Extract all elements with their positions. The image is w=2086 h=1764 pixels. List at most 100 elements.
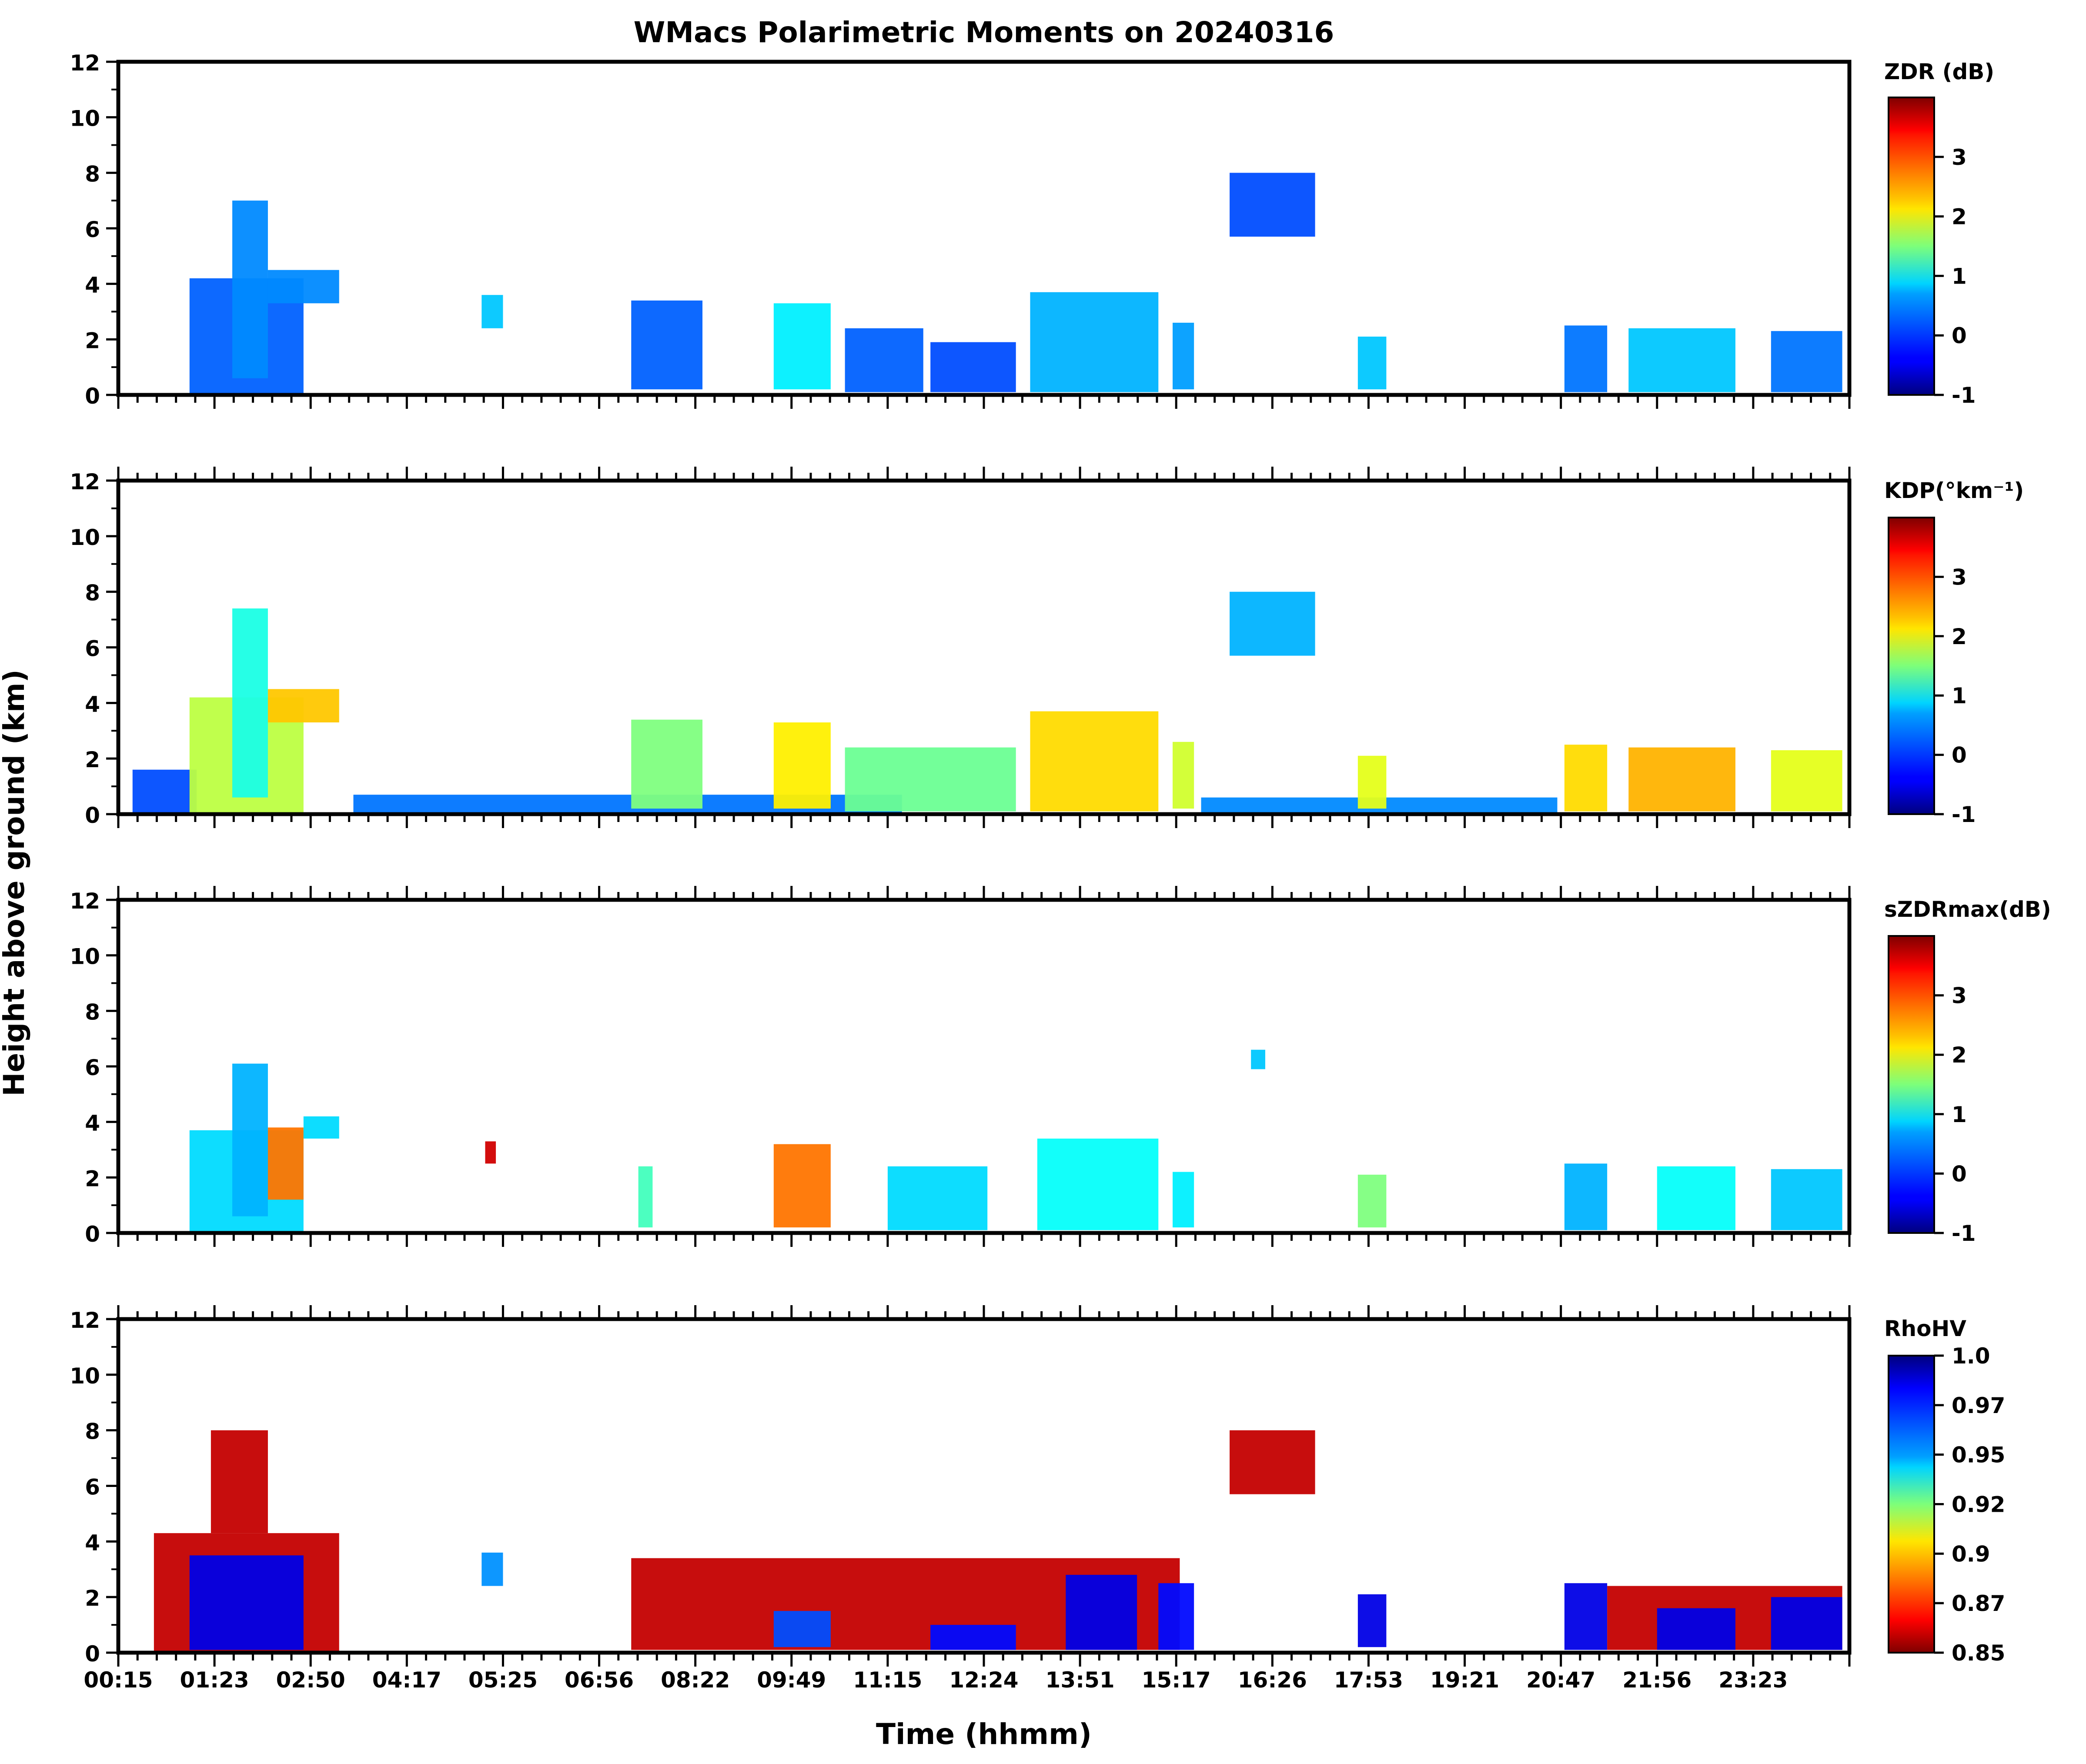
colorbar-tick-label: -1 [1952,802,1976,827]
echo-11 [1357,336,1387,390]
echo-3 [303,1116,339,1139]
colorbar-tick-label: 2 [1952,1042,1967,1068]
colorbar-tick-label: 0.85 [1952,1640,2005,1666]
echo-6 [773,1144,831,1228]
colorbar-tick-label: 1.0 [1952,1343,1990,1369]
x-tick-label: 12:24 [949,1667,1018,1693]
echo-5 [631,719,703,809]
x-tick-label: 11:15 [853,1667,922,1693]
y-tick-label: 6 [85,1055,100,1080]
echo-4 [485,1141,496,1164]
echo-7 [1066,1575,1137,1650]
y-tick-label: 4 [85,1530,100,1555]
echo-3 [481,1552,503,1586]
echo-0 [132,769,197,814]
echo-10 [1230,591,1315,656]
colorbar-gradient [1888,1355,1935,1654]
x-tick-label: 06:56 [565,1667,634,1693]
echo-14 [1771,331,1842,392]
x-tick-label: 21:56 [1622,1667,1692,1693]
echo-7 [887,1166,988,1230]
echo-14 [1771,1597,1842,1650]
y-tick-label: 6 [85,217,100,242]
x-tick-label: 01:23 [180,1667,249,1693]
colorbar-tick-label: 3 [1952,145,1967,170]
rhohv-panel: 0 2 4 6 8 10 12 [70,1305,1852,1667]
echo-8 [1030,292,1159,392]
echo-1 [232,1063,268,1216]
echo-6 [930,1625,1016,1650]
plot-frame [116,478,1852,816]
kdp-colorbar-label: KDP(°km⁻¹) [1884,478,2024,503]
chart-title: WMacs Polarimetric Moments on 20240316 [634,16,1334,49]
echo-13 [1657,1608,1735,1650]
echo-14 [1771,1169,1842,1230]
rhohv-colorbar: 0.85 0.87 0.9 0.92 0.95 0.97 1.0 [1888,1343,2005,1666]
plot-frame [116,60,1852,397]
x-tick-label: 09:49 [757,1667,826,1693]
echo-5 [638,1166,653,1228]
x-tick-label: 13:51 [1046,1667,1115,1693]
colorbar-tick-label: 0.97 [1952,1393,2005,1418]
echo-11 [1357,1174,1387,1228]
y-tick-label: 4 [85,692,100,717]
y-tick-label: 0 [85,384,100,409]
zdr-panel: 0 2 4 6 8 10 12 [70,50,1852,409]
echo-13 [1657,1166,1735,1230]
x-tick-label: 04:17 [372,1667,441,1693]
y-axis-label: Height above ground (km) [0,669,31,1096]
echo-4 [631,300,703,390]
y-tick-label: 2 [85,328,100,353]
y-tick-label: 10 [70,944,100,969]
x-tick-label: 00:15 [84,1667,153,1693]
y-tick-label: 12 [70,1308,100,1333]
x-tick-label: 16:26 [1238,1667,1307,1693]
y-tick-label: 8 [85,581,100,606]
echo-13 [1564,745,1608,812]
echo-12 [1564,325,1608,392]
echo-7 [845,747,1016,812]
colorbar-tick-label: 1 [1952,1102,1967,1127]
echo-6 [773,722,831,809]
colorbar-tick-label: 0.95 [1952,1443,2005,1468]
echo-9 [1230,1430,1315,1494]
kdp-colorbar: -1 0 1 2 3 [1888,517,1976,827]
echo-2 [267,1127,304,1200]
zdr-colorbar: -1 0 1 2 3 [1888,97,1976,408]
echo-10 [1357,1594,1387,1647]
y-tick-label: 8 [85,1419,100,1444]
echo-3 [267,689,339,723]
kdp-panel: 0 2 4 6 8 10 12 [70,467,1852,828]
echo-9 [1173,742,1194,809]
colorbar-tick-label: 0 [1952,743,1967,768]
colorbar-tick-label: 1 [1952,264,1967,289]
echo-7 [930,342,1016,392]
x-tick-label: 15:17 [1142,1667,1211,1693]
y-tick-label: 2 [85,747,100,772]
colorbar-tick-label: 0 [1952,1161,1967,1186]
x-tick-label: 08:22 [661,1667,730,1693]
colorbar-tick-label: 0.87 [1952,1591,2005,1616]
echo-10 [1251,1049,1265,1069]
colorbar-tick-label: 0 [1952,323,1967,348]
echo-2 [189,1555,304,1650]
echo-13 [1628,328,1735,392]
szdrmax-colorbar: -1 0 1 2 3 [1888,935,1976,1246]
y-tick-label: 12 [70,50,100,76]
x-tick-label: 02:50 [276,1667,345,1693]
echo-12 [1564,1163,1608,1230]
colorbar-tick-label: 1 [1952,683,1967,708]
echo-11 [1564,1583,1608,1650]
echo-5 [773,303,831,390]
y-tick-label: 8 [85,161,100,187]
x-axis-label: Time (hhmm) [876,1717,1092,1751]
colorbar-tick-label: 3 [1952,565,1967,590]
y-tick-label: 4 [85,273,100,298]
colorbar-tick-label: 2 [1952,624,1967,649]
y-tick-label: 12 [70,889,100,914]
x-tick-label: 19:21 [1430,1667,1499,1693]
x-tick-label: 20:47 [1526,1667,1595,1693]
x-tick-label: 05:25 [468,1667,538,1693]
echo-9 [1173,1172,1194,1228]
